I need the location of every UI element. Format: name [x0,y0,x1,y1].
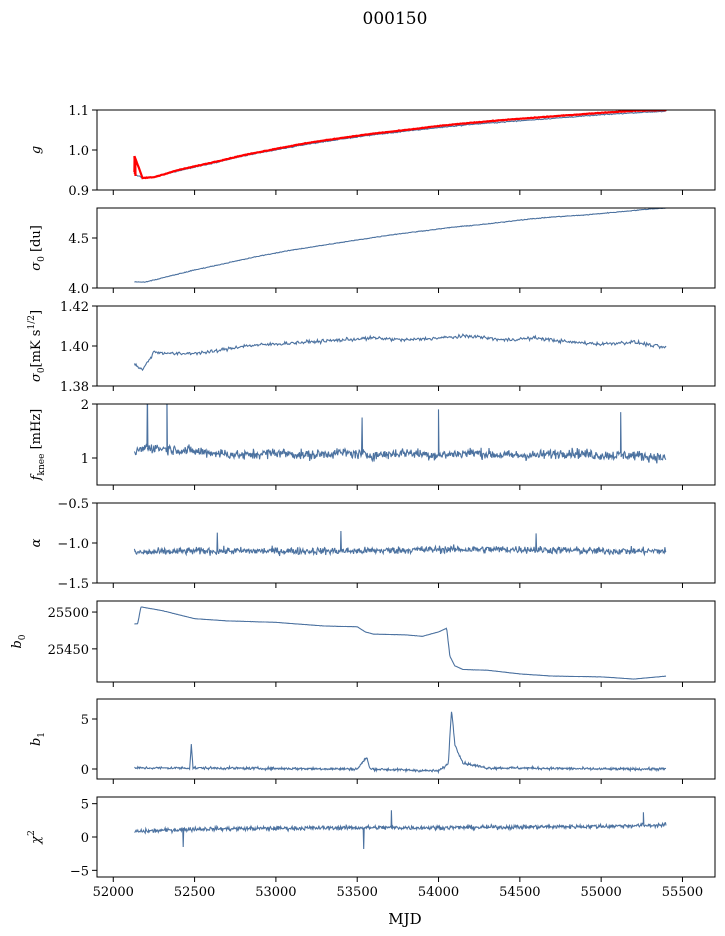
panel-b0: 25450 25500 b0 [10,600,716,687]
y-tick-label-g: 0.9 [68,184,89,199]
y-tick-label-fknee: 1 [81,452,89,467]
series-line-sigma0_mk-0 [133,333,667,372]
y-axis-label-chi2: χ2 [27,830,44,845]
x-tick-label: 52500 [174,885,215,900]
y-tick-label-chi2: 0 [81,831,89,846]
x-tick-label: 52000 [93,885,134,900]
panel-sigma0_mk: 1.38 1.40 1.42 σ0[mK s1/2] [27,300,716,395]
axes-frame-sigma0_mk [96,305,716,387]
y-axis-label-g: g [29,146,44,154]
panel-alpha: −1.5 −1.0 −0.5 α [29,497,716,592]
x-tick-label: 53500 [337,885,378,900]
axes-frame-b1 [96,698,716,780]
panel-sigma0_du: 4.0 4.5 σ0 [du] [29,207,716,297]
x-tick-label: 55000 [580,885,621,900]
series-line-g-1 [133,110,667,180]
y-axis-label-alpha: α [29,538,44,547]
panel-b1: 0 5 b1 [29,698,716,784]
y-tick-label-chi2: 5 [81,798,89,813]
y-tick-label-b1: 0 [81,763,89,778]
x-tick-label: 54500 [499,885,540,900]
series-line-fknee-0 [133,404,667,464]
series-line-g-0 [134,110,667,179]
figure-title: 000150 [363,9,428,29]
y-axis-label-sigma0_mk: σ0[mK s1/2] [27,310,47,382]
y-tick-label-g: 1.0 [68,144,89,159]
y-tick-label-sigma0_du: 4.5 [68,232,89,247]
axes-frame-fknee [96,403,716,486]
y-axis-label-sigma0_du: σ0 [du] [29,225,47,271]
y-tick-label-alpha: −0.5 [57,497,89,512]
x-tick-label: 55500 [662,885,703,900]
y-tick-label-b1: 5 [81,713,89,728]
panel-g: 0.9 1.0 1.1 g [29,104,716,199]
axes-frame-chi2 [96,796,716,878]
x-axis-label: MJD [388,910,421,928]
panels: 0.9 1.0 1.1 g 4.0 4.5 σ0 [du] 1.38 1.40 1.42 σ0[mK… [10,104,716,900]
axes-frame-b0 [96,600,716,683]
series-line-b0-0 [134,606,667,680]
y-axis-label-b0: b0 [10,634,28,648]
y-tick-label-sigma0_mk: 1.38 [60,380,89,395]
x-tick-label: 54000 [418,885,459,900]
y-axis-label-b1: b1 [29,732,47,746]
y-tick-label-fknee: 2 [81,398,89,413]
y-axis-label-fknee: fknee [mHz] [29,409,47,482]
y-tick-label-g: 1.1 [68,104,89,119]
y-tick-label-alpha: −1.0 [57,537,89,552]
y-tick-label-b0: 25500 [48,606,89,621]
series-line-alpha-0 [133,530,667,557]
y-tick-label-b0: 25450 [48,643,89,658]
y-tick-label-sigma0_du: 4.0 [68,282,89,297]
panel-fknee: 1 2 fknee [mHz] [29,398,716,490]
series-line-chi2-0 [134,810,667,850]
axes-frame-alpha [96,502,716,584]
series-line-sigma0_du-0 [134,208,667,283]
x-tick-label: 53000 [255,885,296,900]
axes-frame-g [96,109,716,191]
y-tick-label-alpha: −1.5 [57,577,89,592]
y-tick-label-chi2: −5 [70,864,89,879]
y-tick-label-sigma0_mk: 1.40 [60,340,89,355]
series-line-b1-0 [134,711,667,775]
y-tick-label-sigma0_mk: 1.42 [60,300,89,315]
panel-chi2: −5 0 5 52000 52500 53000 53500 54000 54500 55000 5… [27,796,716,900]
axes-frame-sigma0_du [96,207,716,289]
